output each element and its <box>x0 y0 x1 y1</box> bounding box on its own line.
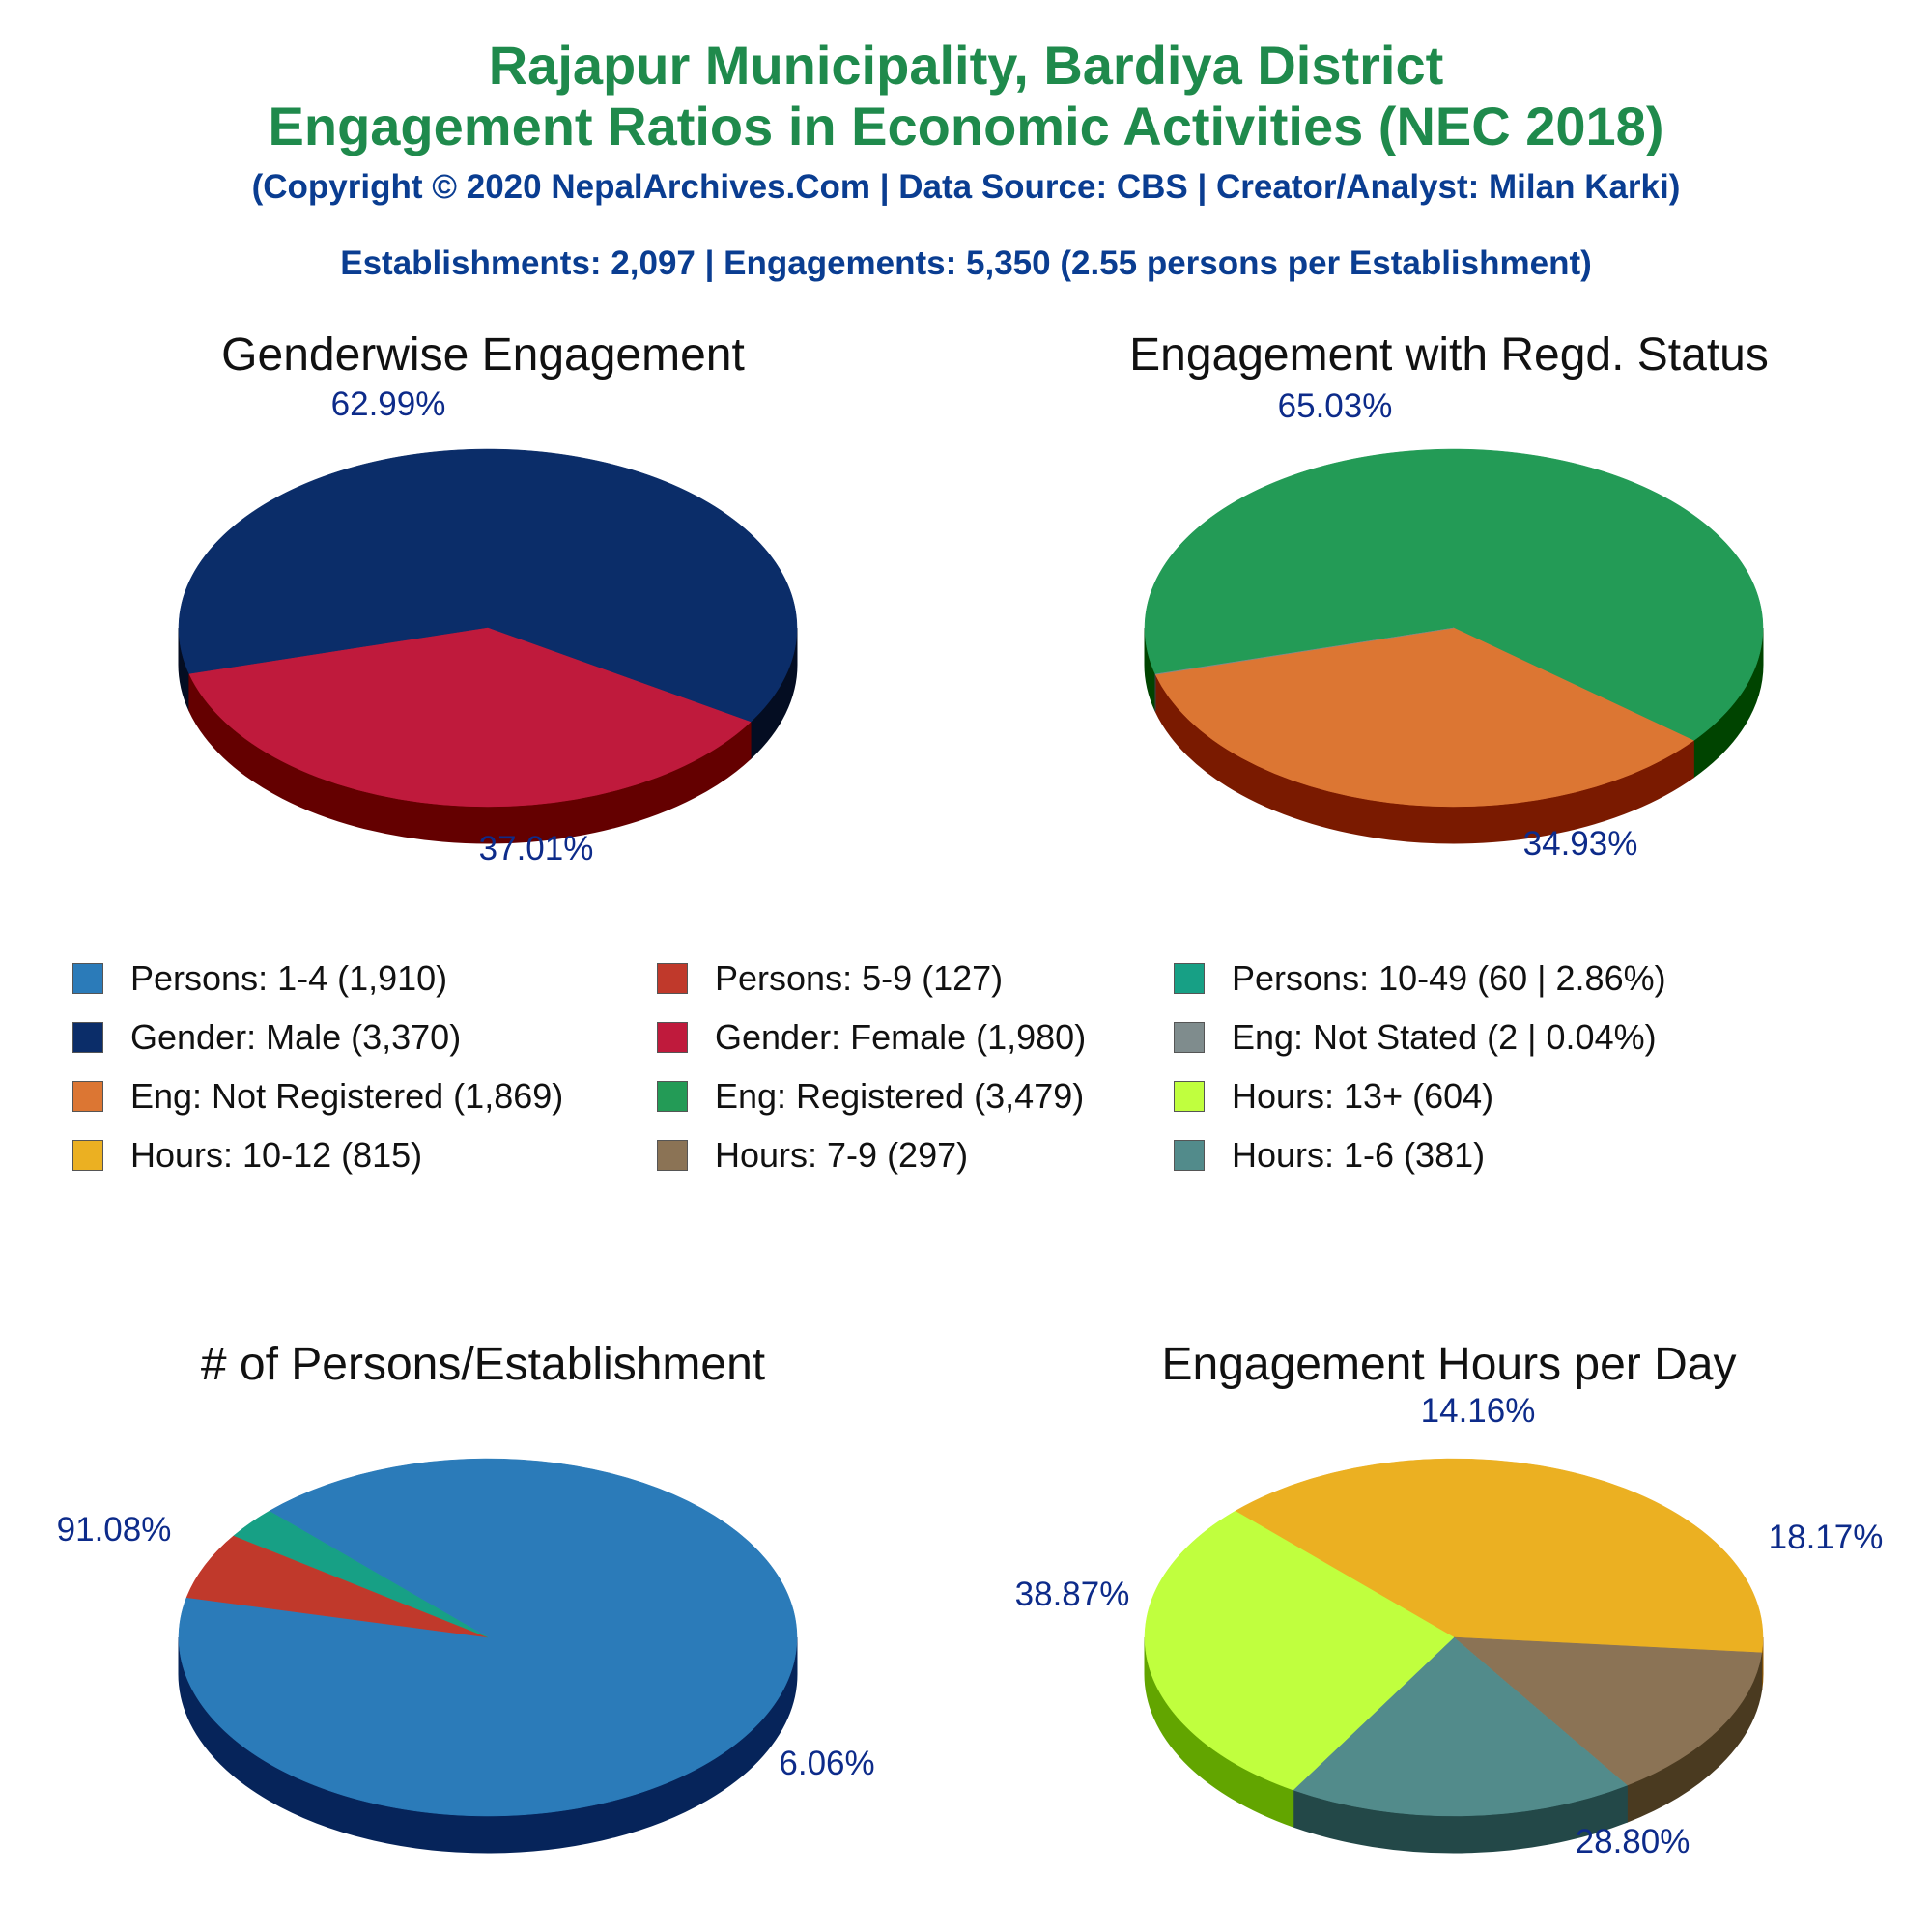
legend-label: Eng: Not Registered (1,869) <box>130 1076 564 1116</box>
pie-slice <box>1154 627 1694 808</box>
pie-title-gender: Genderwise Engagement <box>221 329 745 381</box>
pie-percent-label: 34.93% <box>1523 825 1638 863</box>
pie-slice <box>1235 1458 1764 1654</box>
legend-item: Hours: 10-12 (815) <box>72 1133 422 1178</box>
pie-percent-label: 65.03% <box>1278 387 1393 425</box>
pie-percent-label: 28.80% <box>1576 1823 1690 1861</box>
pie-slice <box>1154 627 1455 675</box>
pie-slice <box>1453 1636 1763 1786</box>
legend-label: Eng: Not Stated (2 | 0.04%) <box>1232 1017 1657 1057</box>
legend-label: Persons: 1-4 (1,910) <box>130 958 448 998</box>
legend-item: Persons: 10-49 (60 | 2.86%) <box>1174 956 1666 1001</box>
legend-label: Persons: 10-49 (60 | 2.86%) <box>1232 958 1666 998</box>
legend-label: Hours: 10-12 (815) <box>130 1135 423 1175</box>
pie-slice <box>188 627 752 808</box>
legend-item: Persons: 1-4 (1,910) <box>72 956 447 1001</box>
legend-label: Hours: 1-6 (381) <box>1232 1135 1486 1175</box>
legend-swatch <box>657 1081 688 1112</box>
pie-percent-label: 18.17% <box>1769 1519 1884 1556</box>
legend-label: Hours: 7-9 (297) <box>715 1135 969 1175</box>
legend-item: Gender: Male (3,370) <box>72 1015 461 1060</box>
pie-chart: 38.87% 14.16% 18.17% 28.80% <box>1015 1392 1884 1861</box>
pie-chart: 62.99% 37.01% <box>178 385 798 867</box>
legend-swatch <box>72 963 103 994</box>
pie-percent-label: 38.87% <box>1015 1576 1130 1613</box>
legend-item: Eng: Registered (3,479) <box>657 1074 1084 1119</box>
legend-swatch <box>72 1140 103 1171</box>
legend-item: Gender: Female (1,980) <box>657 1015 1086 1060</box>
legend-item: Eng: Not Registered (1,869) <box>72 1074 563 1119</box>
pie-percent-label: 14.16% <box>1421 1392 1536 1430</box>
summary-line: Establishments: 2,097 | Engagements: 5,3… <box>340 244 1592 282</box>
pie-chart: 91.08% 6.06% <box>57 1458 875 1854</box>
legend-swatch <box>72 1022 103 1053</box>
legend-item: Hours: 1-6 (381) <box>1174 1133 1485 1178</box>
chart-title-line1: Rajapur Municipality, Bardiya District <box>488 35 1444 96</box>
legend-label: Gender: Male (3,370) <box>130 1017 462 1057</box>
pie-slice <box>1144 448 1764 741</box>
legend-label: Gender: Female (1,980) <box>715 1017 1087 1057</box>
legend-swatch <box>1174 963 1205 994</box>
pie-percent-label: 37.01% <box>479 830 594 867</box>
legend-swatch <box>1174 1140 1205 1171</box>
copyright-line: (Copyright © 2020 NepalArchives.Com | Da… <box>251 168 1681 206</box>
pie-percent-label: 91.08% <box>57 1511 172 1548</box>
legend: Persons: 1-4 (1,910) Persons: 5-9 (127) Pe… <box>0 956 1932 1188</box>
pie-percent-label: 6.06% <box>779 1745 874 1782</box>
pie-slice <box>178 1458 798 1817</box>
pie-title-hours: Engagement Hours per Day <box>1161 1339 1737 1390</box>
legend-swatch <box>657 1140 688 1171</box>
pie-chart: 65.03% 34.93% <box>1144 387 1764 863</box>
legend-swatch <box>657 963 688 994</box>
pie-percent-label: 62.99% <box>331 385 446 423</box>
pie-slice <box>178 448 798 723</box>
legend-item: Eng: Not Stated (2 | 0.04%) <box>1174 1015 1657 1060</box>
legend-swatch <box>1174 1081 1205 1112</box>
legend-item: Hours: 13+ (604) <box>1174 1074 1493 1119</box>
pie-title-persons: # of Persons/Establishment <box>200 1339 766 1390</box>
legend-label: Persons: 5-9 (127) <box>715 958 1004 998</box>
legend-swatch <box>72 1081 103 1112</box>
pie-slice <box>1144 1510 1455 1791</box>
legend-item: Hours: 7-9 (297) <box>657 1133 968 1178</box>
legend-item: Persons: 5-9 (127) <box>657 956 1003 1001</box>
pie-slice <box>233 1510 489 1638</box>
pie-title-registration: Engagement with Regd. Status <box>1129 329 1769 381</box>
pie-slice <box>1293 1636 1628 1817</box>
legend-swatch <box>1174 1022 1205 1053</box>
legend-label: Hours: 13+ (604) <box>1232 1076 1494 1116</box>
chart-title-line2: Engagement Ratios in Economic Activities… <box>268 96 1664 156</box>
legend-label: Eng: Registered (3,479) <box>715 1076 1085 1116</box>
pie-slice <box>185 1535 489 1638</box>
legend-swatch <box>657 1022 688 1053</box>
